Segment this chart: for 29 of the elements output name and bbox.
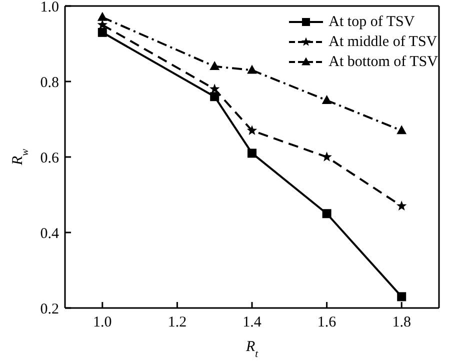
x-axis-title: R$_{t}$ <box>244 339 260 360</box>
point <box>397 292 406 302</box>
point <box>98 28 107 37</box>
point <box>322 209 332 218</box>
legend-label: At bottom of TSV <box>328 53 438 72</box>
point <box>248 148 256 158</box>
point <box>97 12 108 21</box>
y-tick-label: 0.2 <box>40 301 59 318</box>
point <box>209 84 220 94</box>
legend-label: At middle of TSV <box>328 33 438 52</box>
point <box>210 92 220 102</box>
x-tick-label: 1.6 <box>317 314 337 331</box>
x-tick-label: 1.2 <box>168 314 187 331</box>
point <box>246 125 258 135</box>
x-tick-label: 1.4 <box>242 314 262 331</box>
point <box>322 152 332 162</box>
legend-label: At top of TSV <box>328 13 415 32</box>
y-tick-label: 0.4 <box>40 226 60 242</box>
x-tick-label: 1.8 <box>392 314 411 331</box>
x-tick-label: 1.0 <box>93 314 112 331</box>
point <box>396 125 407 134</box>
point <box>97 19 108 30</box>
point <box>396 200 407 210</box>
y-tick-label: 0.6 <box>40 150 60 166</box>
point <box>247 64 257 74</box>
y-tick-label: 1.0 <box>40 0 59 16</box>
point <box>322 94 332 104</box>
y-tick-label: 0.8 <box>40 74 59 91</box>
point <box>210 61 220 70</box>
